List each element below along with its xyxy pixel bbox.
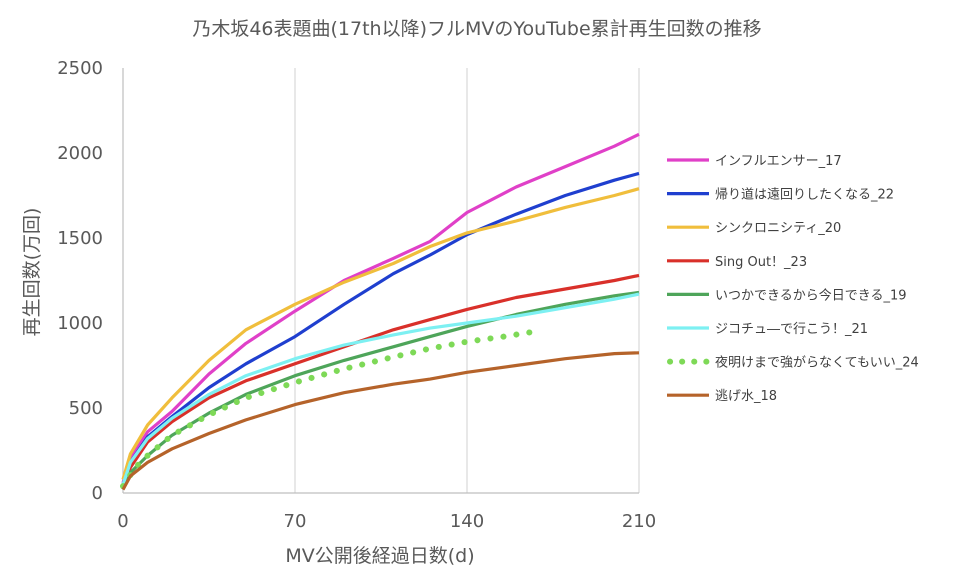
y-tick-label: 2000 [57, 143, 103, 164]
series-line-4 [121, 273, 640, 487]
series-line-3 [121, 187, 640, 480]
y-tick-label: 500 [69, 398, 103, 419]
legend-label: シンクロニシティ_20 [715, 221, 841, 236]
legend-label: 夜明けまで強がらなくてもいい_24 [715, 356, 919, 371]
x-axis-title: MV公開後経過日数(d) [285, 545, 474, 567]
legend-label: ジコチュ―で行こう！_21 [715, 322, 868, 337]
legend-label: Sing Out！_23 [715, 255, 807, 270]
series-layer [120, 132, 640, 491]
y-tick-label: 1000 [57, 313, 103, 334]
series-line-6 [121, 292, 640, 486]
legend-item: 帰り道は遠回りしたくなる_22 [667, 187, 894, 203]
legend-item: いつかできるから今日できる_19 [667, 287, 907, 303]
legend-item: Sing Out！_23 [667, 255, 807, 270]
y-axis-title: 再生回数(万回) [21, 208, 43, 337]
legend-label: 逃げ水_18 [715, 389, 777, 404]
legend-label: インフルエンサー_17 [715, 154, 842, 169]
legend-item: 逃げ水_18 [667, 389, 777, 404]
legend-item: シンクロニシティ_20 [667, 221, 841, 236]
series-line-5 [121, 290, 640, 489]
x-tick-label: 0 [117, 511, 128, 532]
legend-label: いつかできるから今日できる_19 [715, 287, 907, 303]
legend-item: インフルエンサー_17 [667, 154, 842, 169]
y-tick-labels: 0 500 1000 1500 2000 2500 [57, 58, 103, 504]
x-tick-label: 70 [284, 511, 307, 532]
x-tick-labels: 0 70 140 210 [117, 511, 656, 532]
series-line-7 [120, 327, 544, 490]
x-tick-label: 140 [450, 511, 484, 532]
y-tick-label: 1500 [57, 228, 103, 249]
y-tick-label: 0 [92, 483, 103, 504]
legend-item: ジコチュ―で行こう！_21 [667, 322, 868, 337]
legend-label: 帰り道は遠回りしたくなる_22 [715, 187, 894, 203]
grid-layer [122, 68, 640, 494]
y-tick-label: 2500 [57, 58, 103, 79]
legend-item: 夜明けまで強がらなくてもいい_24 [667, 356, 919, 371]
x-tick-label: 210 [622, 511, 656, 532]
legend: インフルエンサー_17 帰り道は遠回りしたくなる_22 シンクロニシティ_20 Sin… [667, 154, 919, 404]
series-line-8 [121, 351, 640, 491]
chart-title: 乃木坂46表題曲(17th以降)フルMVのYouTube累計再生回数の推移 [192, 18, 762, 40]
